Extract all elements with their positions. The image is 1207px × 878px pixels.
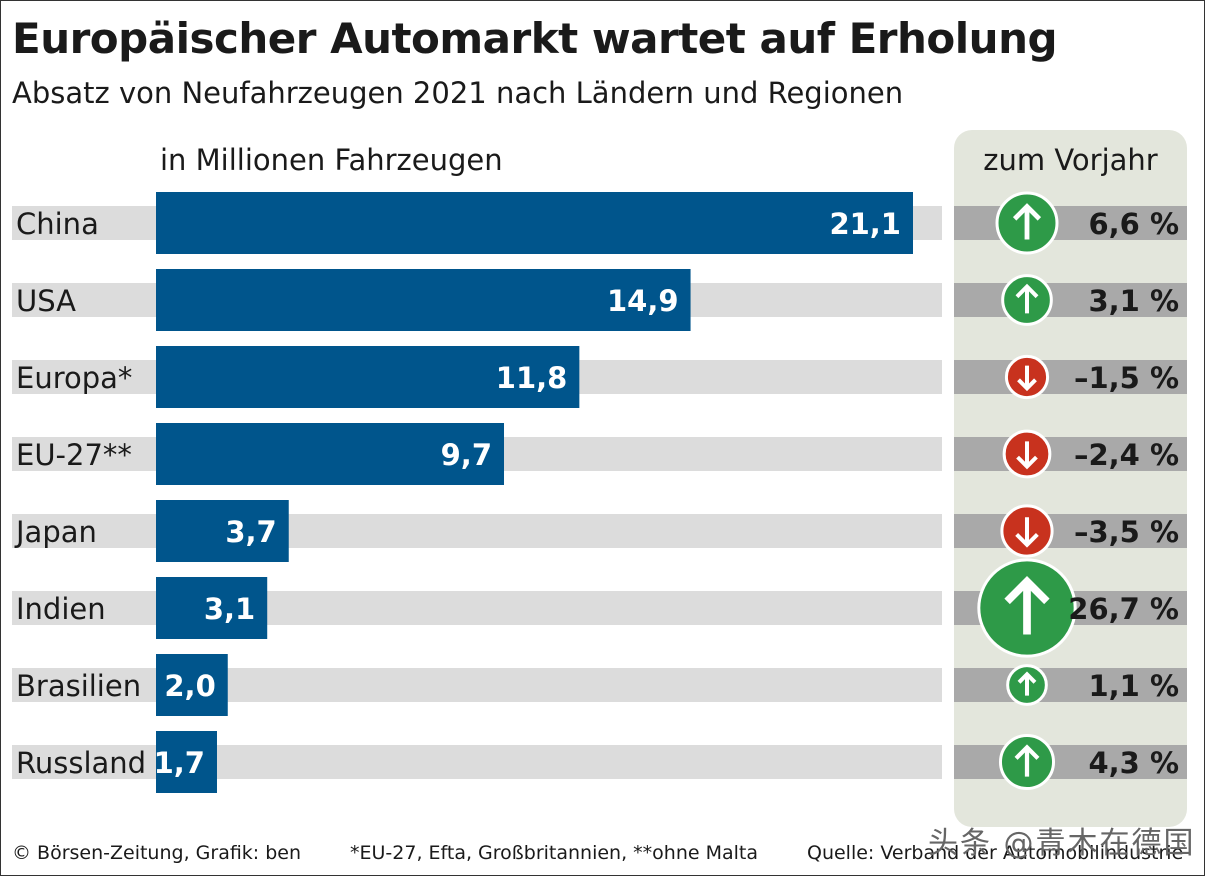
value-label: 14,9 — [607, 284, 679, 318]
change-label: 4,3 % — [1088, 746, 1179, 780]
change-label: 1,1 % — [1088, 669, 1179, 703]
value-bar — [156, 423, 505, 485]
category-label: Brasilien — [16, 669, 141, 703]
value-bar — [156, 731, 217, 793]
row-track — [12, 591, 942, 625]
change-track — [954, 283, 1187, 317]
value-bar — [156, 269, 691, 331]
arrow-up-icon — [995, 191, 1059, 255]
change-panel — [954, 130, 1187, 827]
change-header: zum Vorjahr — [983, 143, 1158, 177]
change-track — [954, 668, 1187, 702]
unit-label: in Millionen Fahrzeugen — [160, 143, 503, 177]
value-bar — [156, 346, 580, 408]
value-label: 3,1 — [204, 592, 255, 626]
change-track — [954, 437, 1187, 471]
category-label: Russland — [16, 746, 146, 780]
value-bar — [156, 500, 289, 562]
row-track — [12, 668, 942, 702]
change-label: –1,5 % — [1074, 361, 1179, 395]
category-label: Indien — [16, 592, 106, 626]
category-label: EU-27** — [16, 438, 132, 472]
change-label: –3,5 % — [1074, 515, 1179, 549]
arrow-up-icon — [1001, 274, 1053, 326]
arrow-up-icon — [1006, 664, 1048, 706]
row-track — [12, 514, 942, 548]
arrow-down-icon — [1000, 504, 1054, 558]
category-label: USA — [16, 284, 76, 318]
chart-title: Europäischer Automarkt wartet auf Erholu… — [12, 14, 1058, 63]
arrow-down-icon — [1004, 354, 1050, 400]
change-track — [954, 514, 1187, 548]
footer-note: *EU-27, Efta, Großbritannien, **ohne Mal… — [350, 842, 759, 864]
footer-copyright: © Börsen-Zeitung, Grafik: ben — [12, 842, 302, 864]
footer-source: Quelle: Verband der Automobilindustrie — [807, 842, 1184, 864]
change-track — [954, 360, 1187, 394]
watermark: 头条 @青木在德国 — [928, 826, 1196, 861]
value-label: 9,7 — [441, 438, 492, 472]
change-label: –2,4 % — [1074, 438, 1179, 472]
value-bar — [156, 577, 268, 639]
category-label: Japan — [14, 515, 97, 549]
category-label: China — [16, 207, 99, 241]
value-label: 21,1 — [829, 207, 901, 241]
arrow-up-icon — [977, 558, 1077, 658]
value-label: 2,0 — [164, 669, 215, 703]
change-track — [954, 206, 1187, 240]
category-label: Europa* — [16, 361, 132, 395]
row-track — [12, 745, 942, 779]
chart-subtitle: Absatz von Neufahrzeugen 2021 nach Lände… — [12, 76, 904, 110]
value-label: 11,8 — [496, 361, 568, 395]
value-bar — [156, 192, 913, 254]
arrow-down-icon — [1002, 429, 1052, 479]
change-label: 26,7 % — [1068, 592, 1179, 626]
value-label: 1,7 — [154, 746, 205, 780]
arrow-up-icon — [998, 733, 1056, 791]
value-bar — [156, 654, 228, 716]
change-label: 6,6 % — [1088, 207, 1179, 241]
change-track — [954, 745, 1187, 779]
change-label: 3,1 % — [1088, 284, 1179, 318]
value-label: 3,7 — [225, 515, 276, 549]
